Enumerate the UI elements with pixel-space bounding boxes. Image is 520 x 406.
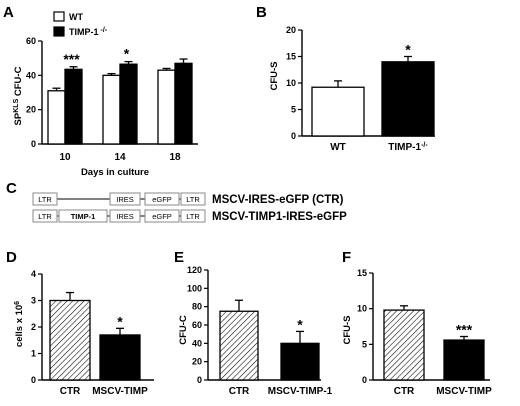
panel-b-ytick-label: 0	[291, 131, 296, 141]
panel-d-ytick-label: 2	[31, 322, 36, 332]
construct-element	[109, 192, 141, 206]
panel-e-ytick-label: 120	[187, 265, 202, 275]
panel-e-ytick-label: 20	[192, 357, 202, 367]
panel-f-significance: ***	[456, 321, 473, 337]
panel-d-bar	[49, 299, 91, 381]
construct-element-label: TIMP-1	[71, 212, 96, 221]
legend-wt-label: WT	[69, 12, 83, 22]
construct-element-label: LTR	[186, 212, 200, 221]
panel-a-ylabel: SPKLS CFU-C	[13, 66, 25, 125]
construct-element	[109, 209, 141, 223]
chart-panel-f: CFU-S 0 5 10 15 CTR *** MSCV-TIMP	[342, 268, 492, 397]
panel-a-ytick-label: 60	[26, 36, 36, 46]
panel-a-significance: ***	[63, 51, 80, 67]
chart-panel-d: cells x 106 0 1 2 3 4 CTR * MSCV-TIMP	[14, 269, 154, 397]
panel-d-ylabel: cells x 106	[14, 301, 26, 347]
construct-element-label: IRES	[116, 212, 134, 221]
construct-name: MSCV-TIMP1-IRES-eGFP	[212, 211, 347, 223]
panel-e-ytick-label: 80	[192, 302, 202, 312]
panel-a-bar	[102, 74, 121, 145]
panel-b-ytick-label: 5	[291, 105, 296, 115]
panel-e-category-label: MSCV-TIMP-1	[268, 386, 333, 397]
panel-f-bar	[443, 339, 485, 381]
construct-diagram: LTR IRES eGFP LTR MSCV-IRES-eGFP (CTR) LTR TIM…	[32, 192, 347, 223]
construct-element	[180, 192, 206, 206]
construct-element-label: IRES	[116, 195, 134, 204]
panel-a-ytick-label: 20	[26, 105, 36, 115]
panel-b-ytick-label: 20	[286, 25, 296, 35]
panel-e-category-label: CTR	[229, 386, 250, 397]
panel-e-ytick-label: 0	[197, 375, 202, 385]
construct-element-label: eGFP	[152, 195, 172, 204]
panel-e-ylabel: CFU-C	[178, 315, 189, 345]
panel-e-ytick-label: 100	[187, 283, 202, 293]
panel-label-c: C	[6, 180, 17, 197]
panel-b-bar	[381, 61, 435, 137]
construct-element-label: LTR	[186, 195, 200, 204]
panel-d-ytick-label: 1	[31, 349, 36, 359]
panel-e-bar	[219, 310, 259, 381]
panel-b-ytick-label: 10	[286, 78, 296, 88]
panel-a-category-label: 14	[114, 152, 126, 163]
panel-d-significance: *	[117, 313, 123, 329]
panel-b-ylabel: CFU-S	[269, 61, 280, 90]
panel-e-ytick-label: 40	[192, 338, 202, 348]
panel-label-a: A	[3, 4, 14, 21]
panel-d-category-label: CTR	[60, 386, 81, 397]
panel-f-ytick-label: 0	[362, 375, 367, 385]
legend-timp-swatch	[53, 26, 65, 37]
panel-b-category-label: WT	[330, 142, 346, 153]
panel-d-bar	[99, 334, 141, 381]
panel-label-f: F	[342, 249, 351, 266]
panel-a-significance: *	[124, 46, 130, 62]
panel-e-significance: *	[297, 316, 303, 332]
panel-label-e: E	[174, 249, 184, 266]
construct-element	[32, 209, 58, 223]
panel-f-ylabel: CFU-S	[342, 315, 353, 344]
panel-b-ytick-label: 15	[286, 52, 296, 62]
panel-f-ytick-label: 10	[357, 304, 367, 314]
construct-element	[58, 209, 108, 223]
panel-d-category-label: MSCV-TIMP	[92, 386, 148, 397]
construct-element-label: eGFP	[152, 212, 172, 221]
chart-panel-b: CFU-S 0 5 10 15 20 WT * TIMP-1-/-	[269, 25, 435, 153]
construct-element	[144, 209, 180, 223]
panel-f-category-label: MSCV-TIMP	[436, 386, 492, 397]
construct-element	[144, 192, 180, 206]
panel-b-significance: *	[405, 42, 411, 58]
panel-b-bar	[311, 86, 365, 137]
panel-a-category-label: 18	[169, 152, 181, 163]
construct-element-label: LTR	[38, 195, 52, 204]
panel-e-ytick-label: 60	[192, 320, 202, 330]
panel-a-bar	[64, 68, 83, 145]
construct-element-label: LTR	[38, 212, 52, 221]
construct-name: MSCV-IRES-eGFP (CTR)	[212, 194, 344, 206]
panel-label-b: B	[256, 4, 267, 21]
panel-d-ytick-label: 3	[31, 296, 36, 306]
chart-panel-a: SPKLS CFU-C Days in culture WT TIMP-1 -/-…	[13, 11, 198, 178]
panel-b-category-label: TIMP-1-/-	[388, 142, 428, 154]
panel-e-bar	[280, 342, 320, 381]
panel-a-bar	[174, 62, 193, 145]
panel-f-ytick-label: 15	[357, 268, 367, 278]
panel-a-category-label: 10	[59, 152, 71, 163]
panel-label-d: D	[6, 249, 17, 266]
panel-f-category-label: CTR	[394, 386, 415, 397]
panel-d-ytick-label: 4	[31, 269, 36, 279]
panel-a-bar	[119, 63, 138, 145]
panel-d-ytick-label: 0	[31, 375, 36, 385]
construct-element	[32, 192, 58, 206]
panel-a-ytick-label: 0	[31, 139, 36, 149]
chart-panel-e: CFU-C 0 20 40 60 80 100 120 CTR * MSCV-TIMP-1	[178, 265, 333, 397]
panel-a-bar	[47, 90, 66, 145]
panel-f-ytick-label: 5	[362, 339, 367, 349]
panel-f-bar	[383, 309, 425, 381]
legend-wt-swatch	[53, 11, 65, 22]
construct-element	[180, 209, 206, 223]
panel-a-bar	[157, 69, 176, 145]
panel-a-xlabel: Days in culture	[81, 167, 149, 178]
legend-timp-label: TIMP-1 -/-	[69, 27, 108, 38]
panel-a-ytick-label: 40	[26, 70, 36, 80]
